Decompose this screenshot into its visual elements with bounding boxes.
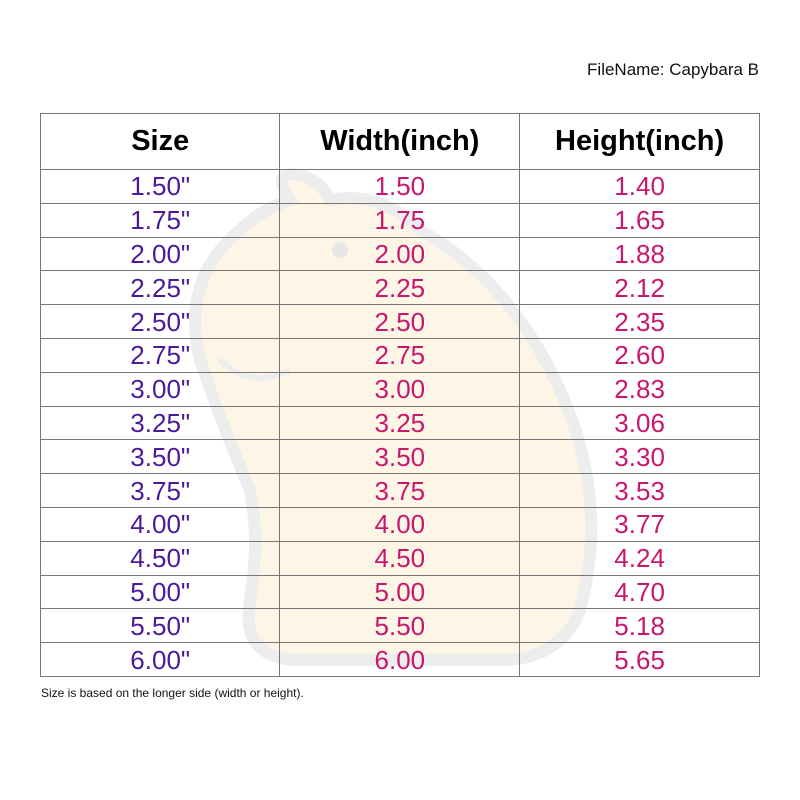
table-row: 4.50" 4.50 4.24 [39, 540, 760, 576]
table-row: 6.00" 6.00 5.65 [39, 642, 760, 677]
size-cell: 2.75" [39, 337, 281, 373]
size-cell: 5.50" [39, 608, 281, 644]
width-cell: 1.50 [279, 169, 521, 204]
width-cell: 4.00 [279, 506, 521, 542]
table-row: 5.00" 5.00 4.70 [39, 574, 760, 610]
file-name: FileName: Capybara B [587, 60, 759, 79]
width-cell: 6.00 [279, 642, 521, 677]
table-row: 1.75" 1.75 1.65 [39, 202, 760, 238]
table-row: 2.25" 2.25 2.12 [39, 270, 760, 306]
table-row: 2.50" 2.50 2.35 [39, 304, 760, 339]
width-cell: 2.00 [279, 236, 521, 272]
header-width: Width(inch) [279, 113, 521, 170]
table-row: 5.50" 5.50 5.18 [39, 608, 760, 644]
height-cell: 2.83 [519, 371, 760, 407]
size-cell: 3.50" [39, 439, 281, 475]
width-cell: 3.25 [279, 405, 521, 441]
width-cell: 4.50 [279, 540, 521, 576]
header-height: Height(inch) [519, 113, 760, 170]
width-cell: 2.75 [279, 337, 521, 373]
width-cell: 2.25 [279, 270, 521, 306]
size-cell: 3.00" [39, 371, 281, 407]
height-cell: 2.35 [519, 304, 760, 339]
width-cell: 2.50 [279, 304, 521, 339]
size-cell: 1.75" [39, 202, 281, 238]
size-cell: 3.25" [39, 405, 281, 441]
size-cell: 6.00" [39, 642, 281, 677]
width-cell: 1.75 [279, 202, 521, 238]
size-cell: 3.75" [39, 473, 281, 508]
height-cell: 1.88 [519, 236, 760, 272]
size-cell: 2.50" [39, 304, 281, 339]
table-row: 2.75" 2.75 2.60 [39, 337, 760, 373]
table-row: 3.50" 3.50 3.30 [39, 439, 760, 475]
height-cell: 2.12 [519, 270, 760, 306]
table-row: 3.00" 3.00 2.83 [39, 371, 760, 407]
size-cell: 1.50" [39, 169, 281, 204]
header-row: Size Width(inch) Height(inch) [39, 113, 760, 170]
height-cell: 1.40 [519, 169, 760, 204]
height-cell: 4.24 [519, 540, 760, 576]
width-cell: 3.75 [279, 473, 521, 508]
size-cell: 4.00" [39, 506, 281, 542]
height-cell: 3.06 [519, 405, 760, 441]
size-cell: 5.00" [39, 574, 281, 610]
footnote: Size is based on the longer side (width … [41, 686, 304, 700]
height-cell: 3.53 [519, 473, 760, 508]
size-cell: 4.50" [39, 540, 281, 576]
height-cell: 4.70 [519, 574, 760, 610]
height-cell: 1.65 [519, 202, 760, 238]
height-cell: 5.65 [519, 642, 760, 677]
width-cell: 5.50 [279, 608, 521, 644]
width-cell: 5.00 [279, 574, 521, 610]
table-row: 3.75" 3.75 3.53 [39, 473, 760, 508]
table-row: 4.00" 4.00 3.77 [39, 506, 760, 542]
size-cell: 2.25" [39, 270, 281, 306]
height-cell: 2.60 [519, 337, 760, 373]
height-cell: 3.30 [519, 439, 760, 475]
header-size: Size [39, 113, 281, 170]
height-cell: 3.77 [519, 506, 760, 542]
height-cell: 5.18 [519, 608, 760, 644]
table-row: 1.50" 1.50 1.40 [39, 169, 760, 204]
width-cell: 3.50 [279, 439, 521, 475]
width-cell: 3.00 [279, 371, 521, 407]
table-row: 3.25" 3.25 3.06 [39, 405, 760, 441]
table-row: 2.00" 2.00 1.88 [39, 236, 760, 272]
size-cell: 2.00" [39, 236, 281, 272]
size-table: Size Width(inch) Height(inch) 1.50" 1.50 1… [39, 113, 760, 677]
